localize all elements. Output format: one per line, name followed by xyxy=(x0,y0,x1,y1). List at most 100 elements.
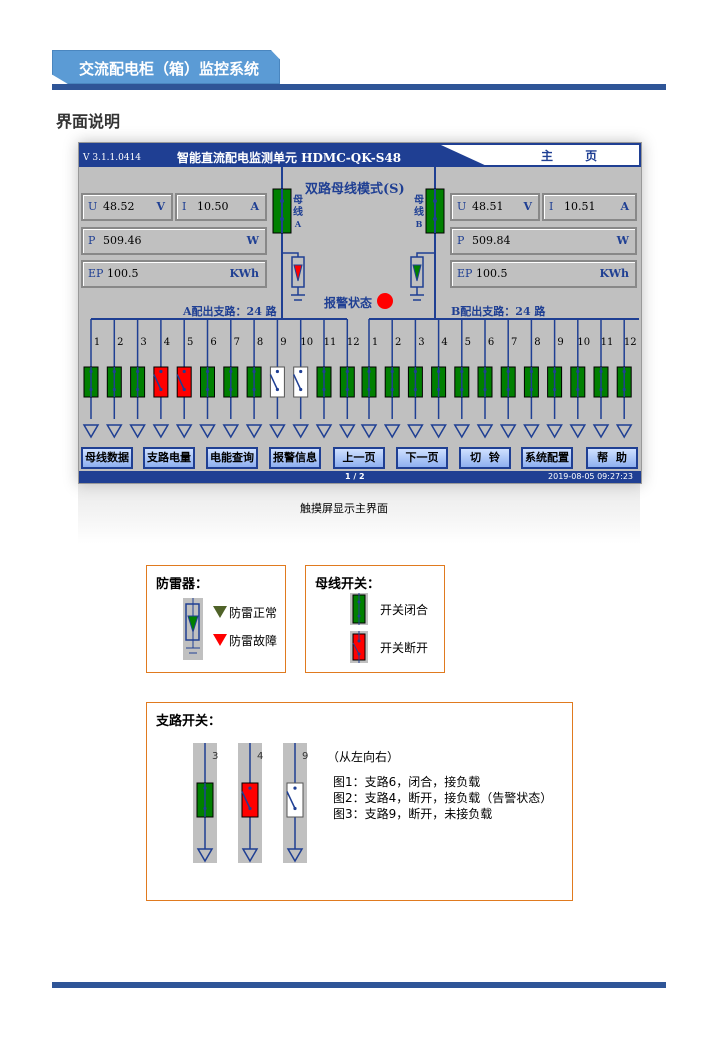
nav-button-6[interactable]: 下一页 xyxy=(396,447,448,469)
branch-number: 4 xyxy=(257,751,263,762)
branch-b-12: 12 xyxy=(615,319,637,439)
branch-number: 2 xyxy=(117,337,123,348)
bus-label: 线 xyxy=(414,205,424,218)
label: U xyxy=(457,200,467,213)
branch-b-9: 9 xyxy=(546,319,564,439)
branch-a-5: 5 xyxy=(175,319,193,439)
load-arrow xyxy=(476,424,494,439)
label: P xyxy=(457,234,465,247)
branch-a-12: 12 xyxy=(338,319,360,439)
figure-caption: 触摸屏显示主界面 xyxy=(300,502,388,515)
branch-b-10: 10 xyxy=(569,319,590,439)
load-arrow xyxy=(430,424,447,439)
nav-button-1[interactable]: 母线数据 xyxy=(81,447,133,469)
value: 10.50 xyxy=(197,200,229,213)
bus-b-branch-count: B配出支路：24 路 xyxy=(451,305,546,318)
value: 48.51 xyxy=(472,200,504,213)
nav-button-9[interactable]: 帮 助 xyxy=(586,447,638,469)
bus-b-current: I 10.51 A xyxy=(542,193,637,221)
branch-number: 4 xyxy=(164,337,170,348)
branch-number: 1 xyxy=(94,337,100,348)
branch-example-2: 4 xyxy=(238,743,263,863)
legend-title: 防雷器： xyxy=(156,577,209,592)
nav-button-5[interactable]: 上一页 xyxy=(333,447,385,469)
switch-closed-label: 开关闭合 xyxy=(380,603,429,617)
load-arrow xyxy=(292,424,310,439)
label: I xyxy=(182,200,187,213)
alarm-label: 报警状态 xyxy=(324,296,373,310)
load-arrow xyxy=(286,848,304,863)
branch-a-1: 1 xyxy=(82,319,100,439)
branch-number: 3 xyxy=(140,337,146,348)
load-arrow xyxy=(129,424,146,439)
branch-number: 6 xyxy=(488,337,494,348)
nav-button-4[interactable]: 报警信息 xyxy=(269,447,321,469)
load-arrow xyxy=(453,424,471,439)
switch-box xyxy=(176,366,192,398)
legend-bus-switch: 母线开关： 开关闭合 开关断开 xyxy=(305,565,445,673)
load-arrow xyxy=(245,424,263,439)
branch-a-11: 11 xyxy=(315,319,337,439)
unit: V xyxy=(156,200,165,213)
load-arrow xyxy=(615,424,633,439)
load-arrow xyxy=(569,424,587,439)
branch-number: 9 xyxy=(302,751,308,762)
unit: A xyxy=(620,200,629,213)
branch-number: 12 xyxy=(347,337,360,348)
branch-number: 1 xyxy=(372,337,378,348)
load-arrow xyxy=(199,424,216,439)
surge-protector-icon xyxy=(183,598,203,660)
branch-number: 12 xyxy=(624,337,637,348)
nav-button-3[interactable]: 电能查询 xyxy=(206,447,258,469)
triangle-normal-icon xyxy=(213,606,227,618)
bus-label: A xyxy=(294,219,302,229)
branch-number: 11 xyxy=(324,337,337,348)
switch-closed-icon xyxy=(350,593,368,625)
value: 100.5 xyxy=(107,267,139,280)
branch-number: 10 xyxy=(577,337,590,348)
branch-number: 3 xyxy=(418,337,424,348)
load-arrow xyxy=(269,424,286,439)
load-arrow xyxy=(315,424,333,439)
bus-a-power: P 509.46 W xyxy=(81,227,267,255)
branch-a-3: 3 xyxy=(129,319,147,439)
branch-b-2: 2 xyxy=(383,319,401,439)
unit: KWh xyxy=(229,267,259,280)
branch-number: 7 xyxy=(511,337,517,348)
switch-box xyxy=(293,366,309,398)
surge-indicator xyxy=(412,264,422,282)
label: EP xyxy=(88,267,104,280)
screen-title: 智能直流配电监测单元 HDMC-QK-S48 xyxy=(177,151,402,165)
surge-normal-label: 防雷正常 xyxy=(229,606,278,620)
load-arrow xyxy=(383,424,401,439)
example-line-1: 图1：支路6，闭合，接负载 xyxy=(333,775,481,789)
legend-surge: 防雷器： 防雷正常 防雷故障 xyxy=(146,565,286,673)
unit: V xyxy=(523,200,532,213)
branch-example-1: 3 xyxy=(193,743,218,863)
example-line-2: 图2：支路4，断开，接负载（告警状态） xyxy=(333,791,553,805)
nav-button-7[interactable]: 切 铃 xyxy=(459,447,511,469)
load-arrow xyxy=(241,848,259,863)
home-tab[interactable]: 主 页 xyxy=(541,149,612,163)
touchscreen-main-screen: V 3.1.1.0414 智能直流配电监测单元 HDMC-QK-S48 主 页 … xyxy=(78,142,642,484)
branch-switch-examples: 3 4 9 xyxy=(193,743,308,863)
load-arrow xyxy=(499,424,517,439)
branch-number: 8 xyxy=(257,337,263,348)
triangle-fault-icon xyxy=(213,634,227,646)
load-arrow xyxy=(592,424,610,439)
value: 509.46 xyxy=(103,234,142,247)
branch-number: 7 xyxy=(234,337,240,348)
nav-button-8[interactable]: 系统配置 xyxy=(521,447,573,469)
branch-b-7: 7 xyxy=(499,319,517,439)
direction-note: （从左向右） xyxy=(327,750,400,764)
nav-button-2[interactable]: 支路电量 xyxy=(143,447,195,469)
load-arrow xyxy=(360,424,378,439)
branch-number: 2 xyxy=(395,337,401,348)
alarm-status-indicator xyxy=(377,293,393,309)
branch-number: 9 xyxy=(280,337,286,348)
legend-title: 母线开关： xyxy=(315,577,381,592)
switch-open-icon xyxy=(350,631,368,663)
branch-a-2: 2 xyxy=(105,319,123,439)
home-tab-bg xyxy=(441,145,639,165)
